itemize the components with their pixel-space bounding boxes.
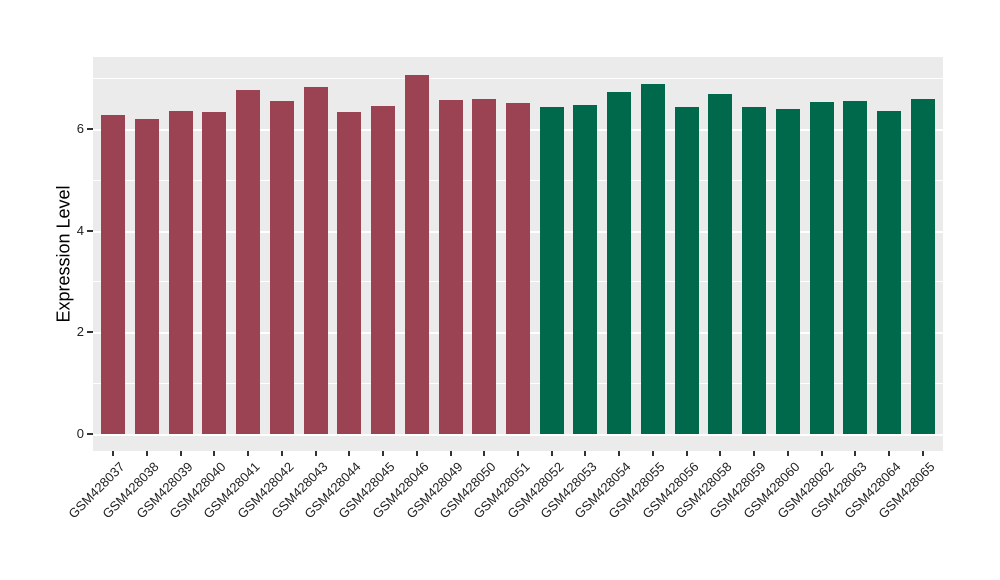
y-tick-label-0: 0 — [76, 425, 84, 441]
bar-GSM428063 — [843, 100, 868, 434]
x-tick-mark — [719, 451, 722, 456]
bar-GSM428055 — [640, 84, 665, 434]
x-tick-mark — [483, 451, 486, 456]
plot-panel — [93, 57, 943, 451]
x-tick-mark — [314, 451, 317, 456]
x-tick-mark — [179, 451, 182, 456]
grid-line-major — [93, 433, 943, 436]
y-tick-label-4: 4 — [76, 222, 84, 238]
x-tick-mark — [550, 451, 553, 456]
y-axis-title: Expression Level — [53, 185, 74, 323]
x-tick-mark — [854, 451, 857, 456]
bar-GSM428049 — [438, 99, 463, 434]
bar-GSM428037 — [101, 115, 126, 434]
bar-GSM428059 — [742, 106, 767, 434]
x-tick-mark — [753, 451, 756, 456]
bar-GSM428039 — [168, 111, 193, 434]
bar-GSM428045 — [371, 105, 396, 434]
y-tick-mark — [87, 331, 93, 333]
x-tick-mark — [382, 451, 385, 456]
bar-GSM428040 — [202, 111, 227, 434]
y-tick-label-2: 2 — [76, 324, 84, 339]
bar-GSM428056 — [674, 106, 699, 434]
bar-GSM428058 — [708, 93, 733, 434]
bar-GSM428050 — [472, 99, 497, 434]
bar-GSM428041 — [236, 90, 261, 434]
x-tick-mark — [618, 451, 621, 456]
x-tick-mark — [247, 451, 250, 456]
bar-GSM428052 — [539, 106, 564, 434]
y-tick-mark — [87, 128, 93, 130]
bar-GSM428038 — [134, 119, 159, 434]
bar-GSM428062 — [809, 102, 834, 434]
x-tick-mark — [145, 451, 148, 456]
x-tick-mark — [348, 451, 351, 456]
bar-GSM428051 — [506, 103, 530, 434]
bar-GSM428060 — [775, 108, 800, 434]
bar-GSM428054 — [607, 92, 632, 434]
bar-GSM428044 — [337, 111, 362, 434]
bar-GSM428046 — [404, 74, 429, 434]
grid-line-minor — [93, 78, 943, 80]
bar-GSM428065 — [910, 98, 935, 434]
x-tick-mark — [112, 451, 115, 456]
x-tick-mark — [584, 451, 587, 456]
x-tick-mark — [280, 451, 283, 456]
x-tick-mark — [888, 451, 891, 456]
x-tick-mark — [213, 451, 216, 456]
x-tick-mark — [651, 451, 654, 456]
x-tick-mark — [685, 451, 688, 456]
x-tick-mark — [517, 451, 519, 456]
y-tick-mark — [87, 432, 93, 435]
x-tick-mark — [921, 451, 924, 456]
x-tick-mark — [415, 451, 418, 456]
bar-GSM428064 — [877, 110, 902, 434]
x-tick-mark — [449, 451, 452, 456]
y-tick-mark — [87, 229, 93, 232]
bar-GSM428043 — [303, 87, 328, 434]
y-tick-label-6: 6 — [76, 121, 84, 136]
bar-GSM428042 — [269, 100, 294, 434]
x-tick-mark — [820, 451, 823, 456]
bar-GSM428053 — [573, 104, 598, 434]
x-tick-mark — [786, 451, 789, 456]
